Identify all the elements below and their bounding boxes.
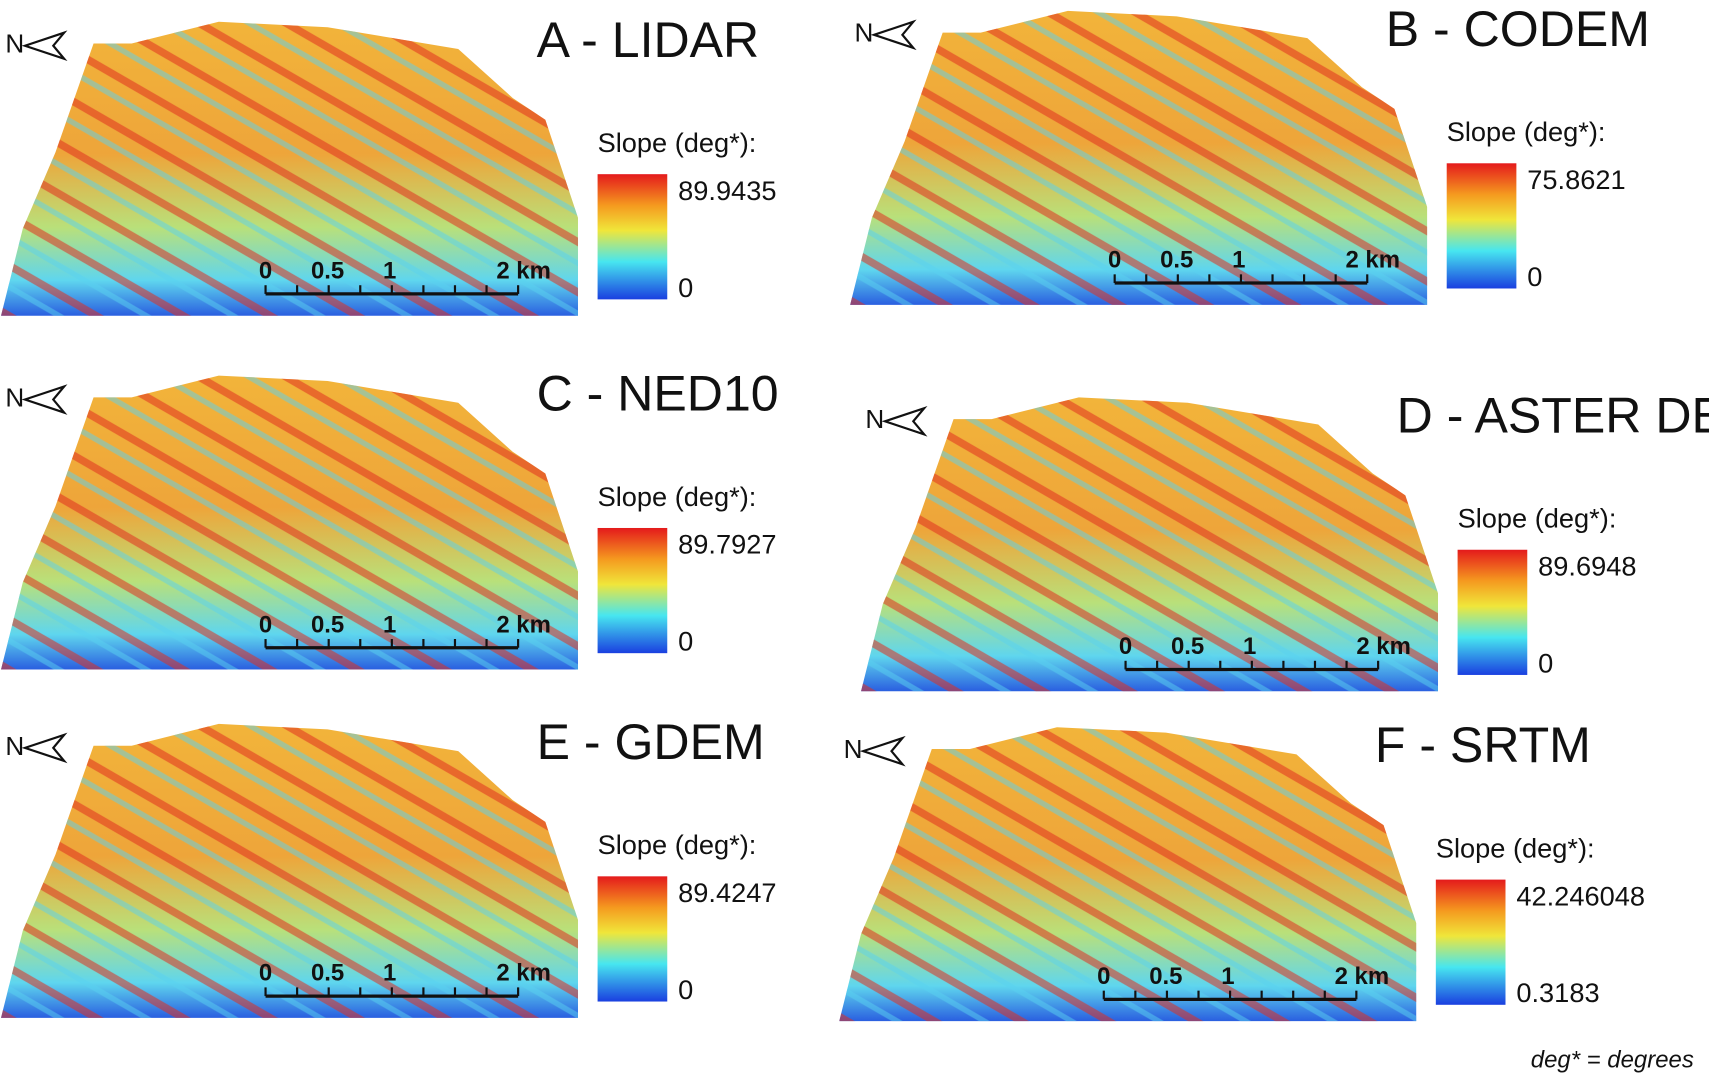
scale-label: 2 km — [1345, 247, 1400, 274]
scale-label: 2 km — [496, 257, 551, 284]
panel-title: E - GDEM — [537, 714, 765, 770]
legend-max: 89.6948 — [1538, 550, 1636, 581]
scale-label: 2 km — [496, 611, 551, 638]
color-bar — [597, 527, 668, 654]
panel-title: F - SRTM — [1375, 717, 1591, 773]
scale-label: 0 — [1108, 247, 1121, 274]
panel-title: C - NED10 — [537, 366, 779, 422]
color-bar — [1435, 879, 1506, 1005]
map-panel: N D - ASTER DEM Slope (deg*): 89.6948 0 0 0.5 1… — [861, 387, 1709, 692]
north-label: N — [865, 404, 884, 434]
north-arrow — [21, 30, 68, 62]
map-panel: N F - SRTM Slope (deg*): 42.246048 0.3183 0 0.… — [839, 717, 1645, 1022]
panel-title: D - ASTER DEM — [1397, 387, 1709, 443]
north-arrow — [21, 384, 68, 415]
color-bar — [597, 174, 668, 300]
panel-title: A - LIDAR — [537, 12, 760, 68]
north-label: N — [5, 29, 24, 59]
terrain-texture — [850, 10, 1428, 305]
map-panel: N C - NED10 Slope (deg*): 89.7927 0 0 0.5 1 2 km — [1, 366, 779, 670]
scale-label: 0.5 — [311, 257, 344, 284]
legend-min: 0 — [678, 974, 693, 1005]
color-bar — [597, 876, 668, 1002]
scale-label: 0 — [1119, 633, 1132, 660]
scale-label: 0 — [1097, 963, 1110, 990]
scale-label: 1 — [383, 960, 396, 987]
terrain-texture — [1, 375, 578, 670]
scale-label: 1 — [1221, 963, 1234, 990]
legend-title: Slope (deg*): — [1436, 832, 1595, 863]
legend-max: 89.7927 — [678, 529, 776, 560]
scale-label: 1 — [383, 611, 396, 638]
map-panel: N B - CODEM Slope (deg*): 75.8621 0 0 0.5 1 2 km — [850, 1, 1650, 305]
terrain-texture — [839, 727, 1417, 1022]
map-panel: N E - GDEM Slope (deg*): 89.4247 0 0 0.5 1 2 km — [1, 714, 776, 1018]
panel-title: B - CODEM — [1386, 1, 1650, 57]
legend-max: 89.4247 — [678, 877, 776, 908]
scale-label: 1 — [1232, 247, 1245, 274]
scale-label: 0.5 — [311, 611, 344, 638]
legend-title: Slope (deg*): — [598, 481, 757, 512]
legend-max: 89.9435 — [678, 175, 776, 206]
legend-max: 75.8621 — [1527, 164, 1625, 195]
color-bar — [1446, 163, 1517, 289]
footnote: deg* = degrees — [1531, 1047, 1694, 1074]
scale-label: 0.5 — [1160, 247, 1193, 274]
north-label: N — [5, 731, 24, 761]
north-arrow — [21, 732, 68, 764]
scale-label: 1 — [383, 257, 396, 284]
north-label: N — [5, 382, 24, 412]
legend-title: Slope (deg*): — [598, 127, 757, 158]
scale-label: 2 km — [1356, 633, 1411, 660]
scale-label: 2 km — [496, 960, 551, 987]
legend-title: Slope (deg*): — [1447, 116, 1606, 147]
legend-max: 42.246048 — [1516, 880, 1645, 911]
north-arrow — [870, 19, 917, 51]
terrain-texture — [1, 723, 578, 1018]
scale-label: 0 — [259, 257, 272, 284]
legend-min: 0 — [678, 272, 693, 303]
legend-min: 0 — [1538, 647, 1553, 678]
color-bar — [1457, 549, 1528, 675]
north-label: N — [844, 734, 863, 764]
north-arrow — [881, 405, 928, 437]
north-label: N — [855, 18, 874, 48]
scale-label: 2 km — [1335, 963, 1390, 990]
scale-label: 0 — [259, 611, 272, 638]
scale-label: 0.5 — [311, 960, 344, 987]
terrain-texture — [861, 397, 1439, 692]
legend-title: Slope (deg*): — [598, 829, 757, 860]
legend-min: 0 — [1527, 261, 1542, 292]
north-arrow — [859, 735, 906, 767]
map-panel: N A - LIDAR Slope (deg*): 89.9435 0 0 0.5 1 2 km — [1, 12, 776, 316]
legend-min: 0.3183 — [1516, 977, 1599, 1008]
scale-label: 0.5 — [1171, 633, 1204, 660]
scale-label: 1 — [1243, 633, 1256, 660]
terrain-texture — [1, 21, 578, 316]
legend-title: Slope (deg*): — [1458, 503, 1617, 534]
scale-label: 0.5 — [1149, 963, 1182, 990]
scale-label: 0 — [259, 960, 272, 987]
legend-min: 0 — [678, 626, 693, 657]
